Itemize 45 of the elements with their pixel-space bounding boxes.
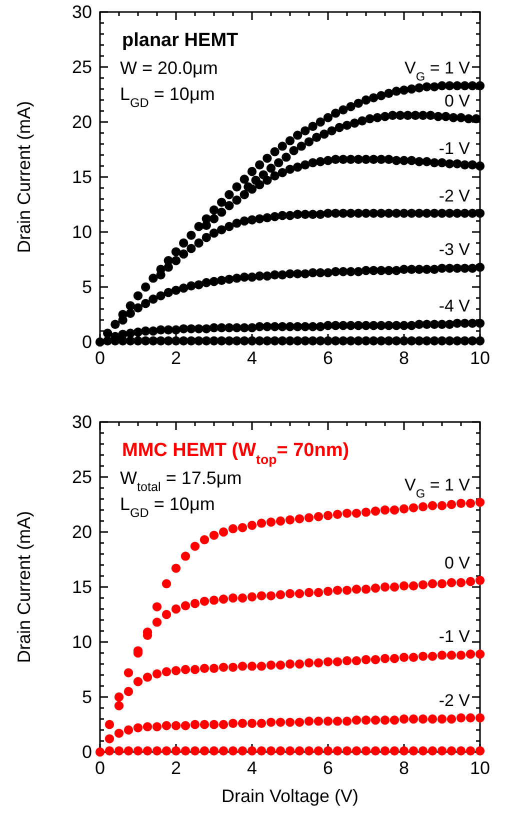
legend-label: -4 V (438, 296, 471, 316)
x-tick-label: 8 (398, 348, 410, 368)
x-axis-title: Drain Voltage (V) (221, 786, 359, 806)
annotation: W = 20.0μm (120, 58, 218, 78)
x-tick-label: 4 (246, 348, 258, 368)
x-tick-label: 0 (94, 758, 106, 778)
series-label: V$_{G}$ = 1 V (404, 475, 471, 500)
y-tick-label: 15 (72, 577, 92, 597)
x-tick-label: 6 (322, 348, 334, 368)
y-tick-label: 30 (72, 412, 92, 432)
y-tick-label: 0 (82, 332, 92, 352)
y-tick-label: 5 (82, 277, 92, 297)
x-tick-label: 10 (470, 348, 490, 368)
y-tick-label: 10 (72, 222, 92, 242)
y-tick-label: 10 (72, 632, 92, 652)
y-tick-label: 15 (72, 167, 92, 187)
y-axis-title: Drain Current (mA) (14, 510, 34, 664)
y-axis-title: Drain Current (mA) (14, 100, 34, 254)
series-label: -1 V (438, 627, 471, 646)
y-tick-label: 25 (72, 57, 92, 77)
x-tick-label: 4 (246, 758, 258, 778)
legend-label: 0 V (444, 92, 471, 111)
y-tick-label: 20 (72, 112, 92, 132)
annotation: L$_{GD}$ = 10μm (120, 494, 215, 520)
y-tick-label: 25 (72, 467, 92, 487)
x-tick-label: 8 (398, 758, 410, 778)
x-tick-label: 2 (170, 348, 182, 368)
x-tick-label: 6 (322, 758, 334, 778)
y-tick-label: 5 (82, 687, 92, 707)
x-tick-label: 0 (94, 348, 106, 368)
y-tick-label: 30 (72, 2, 92, 22)
x-tick-label: 2 (170, 758, 182, 778)
series-label: -2 V (438, 690, 471, 710)
legend-label: -2 V (438, 186, 471, 206)
y-tick-label: 0 (82, 742, 92, 762)
annotation: L$_{GD}$ = 10μm (120, 84, 215, 110)
text: planar HEMT (122, 30, 239, 51)
x-tick-label: 10 (470, 758, 490, 778)
annotation: W$_{total}$ = 17.5μm (120, 468, 242, 494)
series-label: 0 V (444, 553, 471, 572)
y-tick-label: 20 (72, 522, 92, 542)
legend-label: -1 V (438, 139, 471, 158)
legend-label: V$_{G}$ = 1 V (404, 58, 471, 84)
text: MMC HEMT (W$_{top}$= 70nm) (122, 440, 350, 466)
legend-label: -3 V (438, 240, 471, 260)
